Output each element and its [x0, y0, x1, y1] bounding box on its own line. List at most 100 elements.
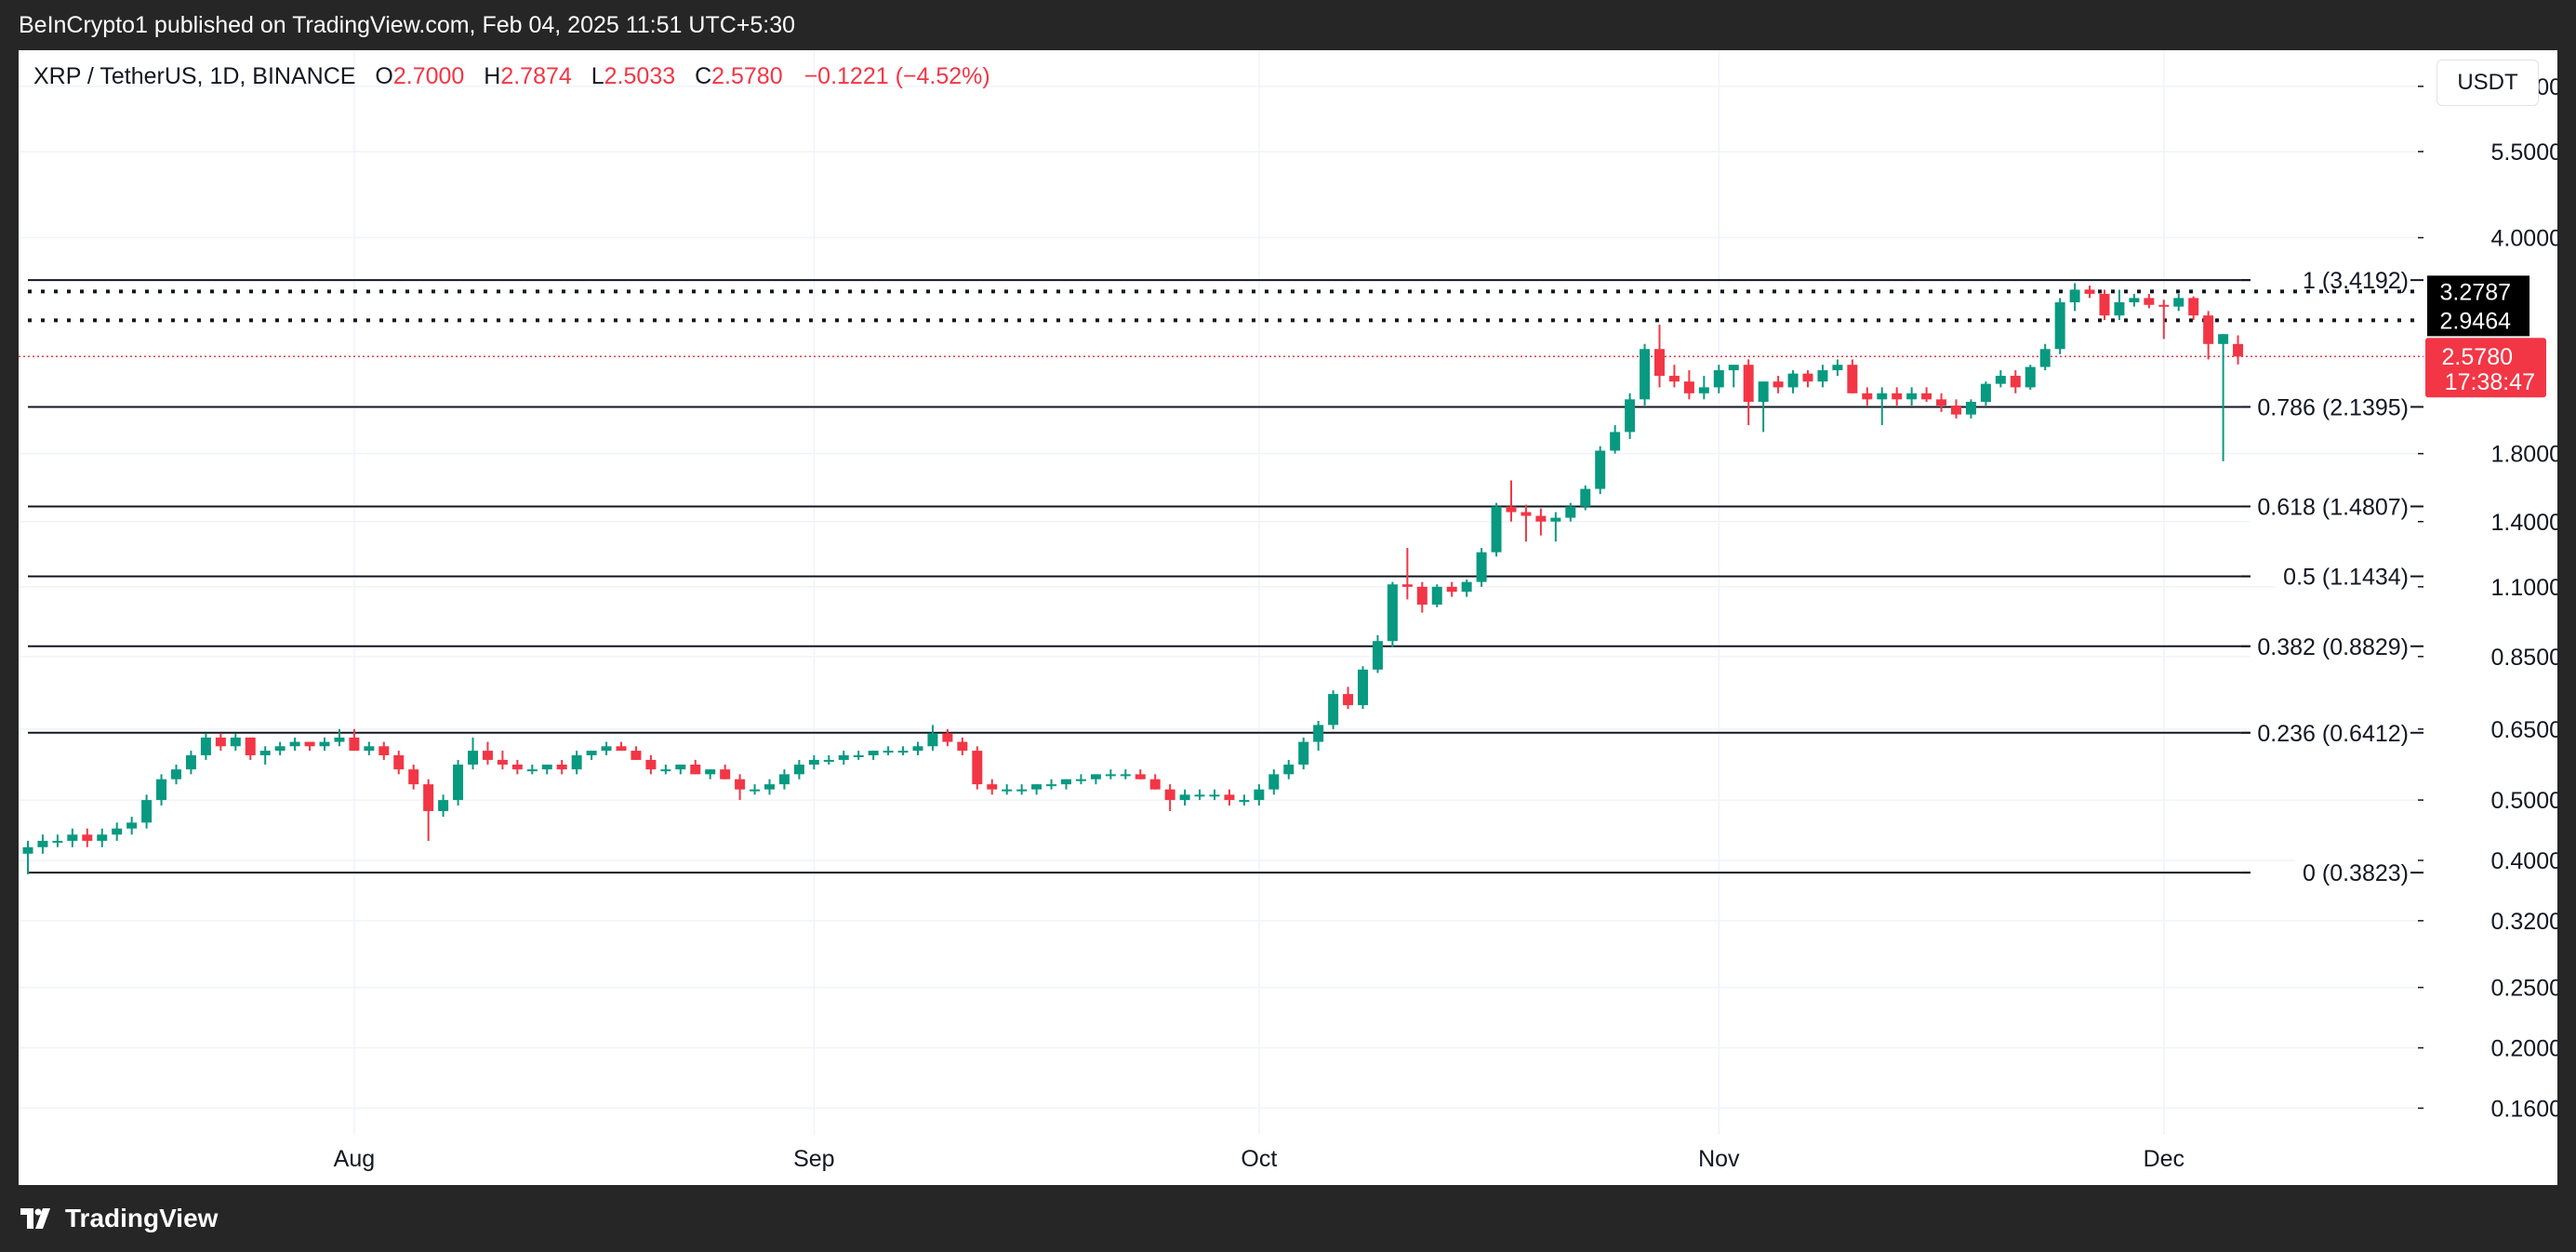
candle-body: [393, 754, 405, 770]
candle-body: [2084, 289, 2095, 294]
candle-body: [616, 746, 627, 752]
candle-body: [1817, 370, 1828, 382]
candle: [200, 733, 211, 760]
price-tick-label: 0.4000: [2491, 848, 2557, 874]
candle: [289, 737, 300, 752]
candle: [1921, 387, 1932, 402]
candle: [541, 765, 552, 775]
candle: [1535, 508, 1547, 536]
candle-body: [1980, 383, 1991, 402]
candle-body: [1773, 381, 1784, 388]
candle-body: [2069, 289, 2080, 302]
low-value: 2.5033: [604, 63, 676, 89]
candle: [1668, 365, 1680, 388]
candle-body: [2218, 334, 2229, 344]
tradingview-logo-icon[interactable]: [20, 1208, 56, 1229]
fib-level-label: 0.5 (1.1434): [2283, 565, 2409, 591]
candle-body: [2114, 301, 2125, 316]
candle-body: [408, 769, 419, 785]
candle: [1965, 399, 1976, 419]
candle: [1075, 774, 1086, 785]
price-tick-label: 4.0000: [2491, 226, 2557, 252]
high-value: 2.7874: [500, 63, 572, 89]
candle-body: [972, 751, 983, 785]
candle-body: [526, 769, 538, 772]
candle-body: [22, 846, 33, 854]
candle: [1550, 512, 1561, 542]
candle: [1847, 359, 1858, 393]
currency-button[interactable]: USDT: [2437, 60, 2539, 106]
candle: [1995, 370, 2006, 388]
candle-body: [1046, 784, 1057, 787]
candle-body: [1535, 515, 1547, 522]
time-tick-label: Aug: [334, 1146, 375, 1172]
candle: [2188, 296, 2199, 321]
candle-body: [1713, 370, 1724, 388]
symbol-label[interactable]: XRP / TetherUS, 1D, BINANCE: [33, 63, 356, 89]
candle: [1491, 502, 1502, 557]
price-tick-label: 0.8500: [2491, 645, 2557, 671]
candle-body: [1135, 774, 1146, 779]
candle-body: [1090, 774, 1101, 779]
candle-body: [556, 765, 567, 770]
candle-body: [1847, 365, 1858, 393]
dotted-level-badge: [2427, 275, 2530, 308]
candle: [2054, 298, 2065, 354]
price-tick-label: 1.1000: [2491, 575, 2557, 601]
candle-body: [571, 754, 582, 770]
fib-level-label: 1 (3.4192): [2303, 268, 2409, 294]
candle-body: [750, 789, 761, 792]
candle: [586, 751, 597, 760]
candle: [497, 751, 508, 770]
close-label: C: [695, 63, 712, 89]
candle-body: [2233, 343, 2244, 357]
candle-body: [1194, 794, 1205, 797]
candle: [1401, 548, 1413, 600]
candle-body: [97, 834, 108, 841]
candle-body: [1476, 552, 1487, 582]
fib-level-label: 0 (0.3823): [2303, 860, 2409, 886]
candle: [468, 737, 478, 770]
time-tick-label: Nov: [1698, 1146, 1740, 1172]
candle-body: [793, 765, 804, 775]
candle-body: [1002, 789, 1013, 792]
candle: [482, 741, 493, 766]
candle-body: [1075, 779, 1086, 781]
candle-body: [185, 754, 196, 770]
candle-body: [438, 800, 449, 811]
candle-body: [37, 840, 48, 847]
candle-body: [912, 746, 923, 752]
candle: [1343, 686, 1354, 710]
candle: [631, 746, 642, 760]
candle: [1892, 387, 1903, 406]
candle: [126, 817, 138, 835]
candle: [1758, 381, 1769, 433]
candle-body: [289, 741, 300, 747]
fib-levels: 1 (3.4192) 0.786 (2.1395) 0.618 (1.4807) 0.…: [19, 266, 2423, 889]
last-price-label: 2.5780: [2442, 344, 2513, 370]
candle: [1328, 690, 1339, 729]
candle: [2158, 300, 2170, 340]
footer-bar: TradingView: [0, 1185, 2576, 1252]
dotted-level-badge: [2427, 304, 2530, 337]
candle-body: [1179, 794, 1190, 801]
chart-panel[interactable]: 1 (3.4192) 0.786 (2.1395) 0.618 (1.4807) 0.…: [19, 50, 2557, 1185]
candle: [1832, 359, 1843, 377]
candle: [1016, 784, 1028, 795]
fib-level-label: 0.786 (2.1395): [2257, 394, 2409, 420]
candle: [808, 754, 819, 770]
candle-body: [482, 751, 493, 760]
dotted-level-badge-label: 2.9464: [2440, 308, 2512, 334]
candle: [1773, 376, 1784, 393]
candle-body: [1550, 517, 1561, 522]
candle: [1743, 359, 1754, 426]
candle: [912, 741, 923, 755]
candle-body: [1728, 365, 1739, 371]
grid: [19, 50, 2423, 1135]
candle-body: [1313, 725, 1324, 742]
candle: [1728, 365, 1739, 388]
tradingview-brand[interactable]: TradingView: [65, 1204, 219, 1232]
price-chart[interactable]: 1 (3.4192) 0.786 (2.1395) 0.618 (1.4807) 0.…: [19, 50, 2557, 1185]
candle: [453, 759, 464, 806]
candle: [1817, 365, 1828, 388]
